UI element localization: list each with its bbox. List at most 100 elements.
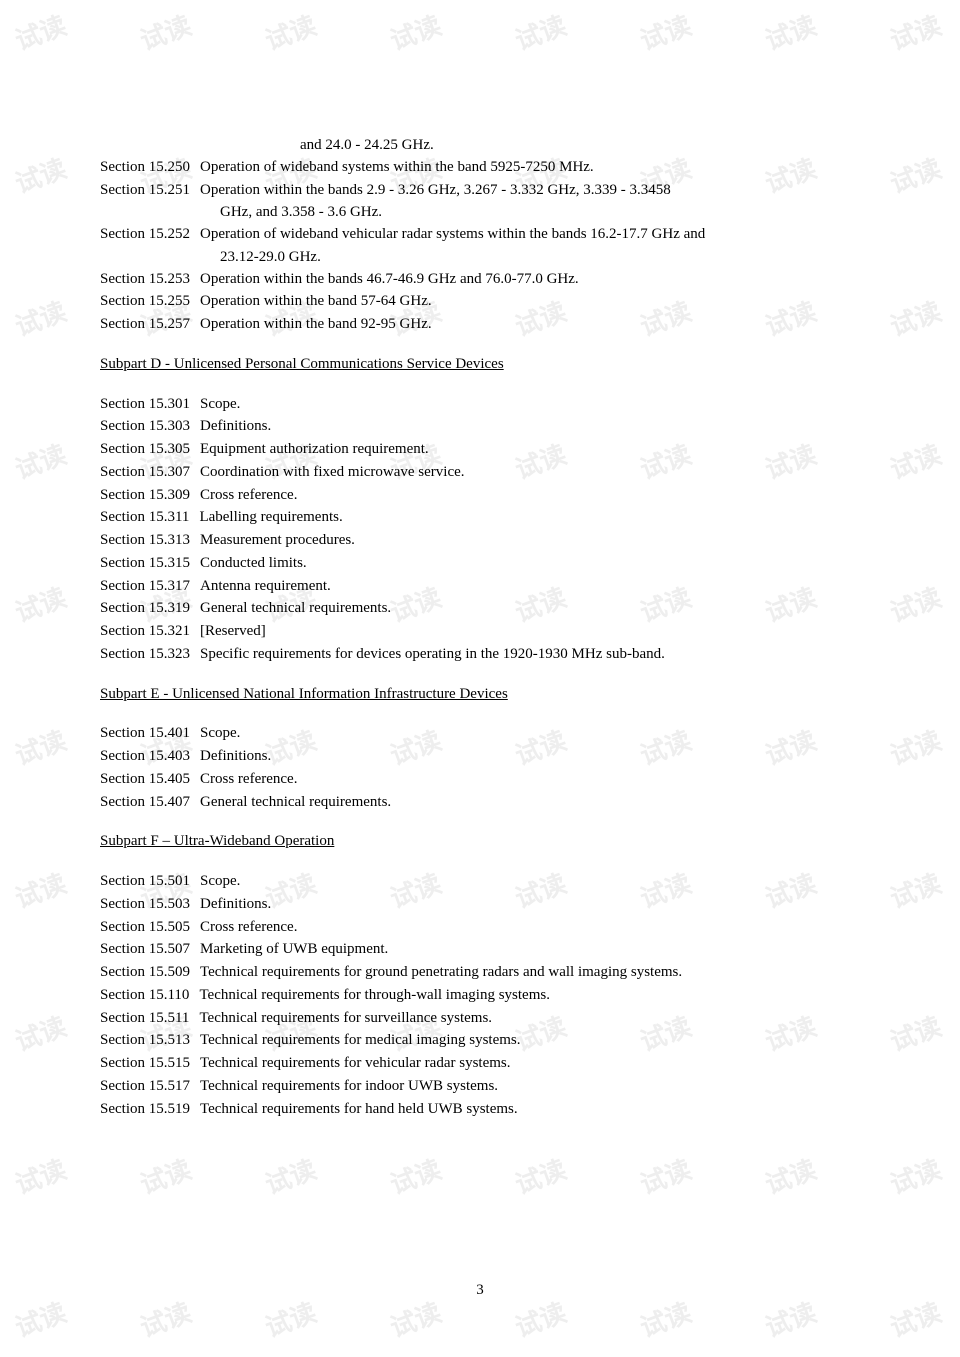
section-number: Section 15.323 <box>100 644 190 666</box>
watermark-text: 试读 <box>635 1151 697 1204</box>
section-entry: Section 15.319General technical requirem… <box>100 598 860 620</box>
watermark-text: 试读 <box>10 865 72 918</box>
section-entry: Section 15.305Equipment authorization re… <box>100 439 860 461</box>
section-title: Operation of wideband vehicular radar sy… <box>190 224 705 246</box>
section-entry: Section 15.250Operation of wideband syst… <box>100 157 860 179</box>
section-title: Technical requirements for indoor UWB sy… <box>190 1076 498 1098</box>
section-title: Technical requirements for surveillance … <box>189 1008 492 1030</box>
watermark-text: 试读 <box>260 1151 322 1204</box>
section-number: Section 15.303 <box>100 416 190 438</box>
section-entry: Section 15.323Specific requirements for … <box>100 644 860 666</box>
section-number: Section 15.515 <box>100 1053 190 1075</box>
section-entry: Section 15.255Operation within the band … <box>100 291 860 313</box>
section-number: Section 15.511 <box>100 1008 189 1030</box>
watermark-text: 试读 <box>510 1294 572 1347</box>
section-entry: Section 15.509Technical requirements for… <box>100 962 860 984</box>
section-number: Section 15.250 <box>100 157 190 179</box>
section-title: Cross reference. <box>190 769 297 791</box>
section-title: Operation within the bands 46.7-46.9 GHz… <box>190 269 579 291</box>
section-entry: Section 15.321[Reserved] <box>100 621 860 643</box>
section-number: Section 15.301 <box>100 394 190 416</box>
section-title: Cross reference. <box>190 917 297 939</box>
section-number: Section 15.317 <box>100 576 190 598</box>
section-title: Technical requirements for ground penetr… <box>190 962 682 984</box>
section-entry: Section 15.311Labelling requirements. <box>100 507 860 529</box>
section-continuation: GHz, and 3.358 - 3.6 GHz. <box>100 202 860 224</box>
watermark-text: 试读 <box>760 1151 822 1204</box>
watermark-text: 试读 <box>10 7 72 60</box>
section-title: Technical requirements for through-wall … <box>189 985 550 1007</box>
section-entry: Section 15.253Operation within the bands… <box>100 269 860 291</box>
section-entry: Section 15.517Technical requirements for… <box>100 1076 860 1098</box>
section-title: Operation within the bands 2.9 - 3.26 GH… <box>190 180 671 202</box>
watermark-text: 试读 <box>635 1294 697 1347</box>
section-number: Section 15.253 <box>100 269 190 291</box>
section-title: Labelling requirements. <box>189 507 342 529</box>
watermark-text: 试读 <box>760 7 822 60</box>
watermark-text: 试读 <box>885 436 947 489</box>
section-title: Operation within the band 57-64 GHz. <box>190 291 432 313</box>
section-entry: Section 15.511Technical requirements for… <box>100 1008 860 1030</box>
heading-subpart-d: Subpart D - Unlicensed Personal Communic… <box>100 354 860 376</box>
section-entry: Section 15.251Operation within the bands… <box>100 180 860 202</box>
section-number: Section 15.309 <box>100 485 190 507</box>
watermark-text: 试读 <box>10 722 72 775</box>
section-number: Section 15.321 <box>100 621 190 643</box>
watermark-text: 试读 <box>10 150 72 203</box>
section-entry: Section 15.501Scope. <box>100 871 860 893</box>
section-entry: Section 15.303Definitions. <box>100 416 860 438</box>
heading-subpart-f: Subpart F – Ultra-Wideband Operation <box>100 831 860 853</box>
section-entry: Section 15.309Cross reference. <box>100 485 860 507</box>
section-entry: Section 15.313Measurement procedures. <box>100 530 860 552</box>
sections-subpart-e: Section 15.401Scope.Section 15.403Defini… <box>100 723 860 813</box>
section-number: Section 15.313 <box>100 530 190 552</box>
section-title: Scope. <box>190 394 240 416</box>
section-number: Section 15.252 <box>100 224 190 246</box>
watermark-text: 试读 <box>135 1294 197 1347</box>
section-entry: Section 15.507Marketing of UWB equipment… <box>100 939 860 961</box>
watermark-text: 试读 <box>885 1151 947 1204</box>
section-entry: Section 15.401Scope. <box>100 723 860 745</box>
watermark-text: 试读 <box>10 1008 72 1061</box>
watermark-text: 试读 <box>385 1151 447 1204</box>
section-number: Section 15.319 <box>100 598 190 620</box>
sections-subpart-f: Section 15.501Scope.Section 15.503Defini… <box>100 871 860 1120</box>
watermark-text: 试读 <box>135 1151 197 1204</box>
section-number: Section 15.505 <box>100 917 190 939</box>
watermark-text: 试读 <box>885 7 947 60</box>
watermark-text: 试读 <box>385 7 447 60</box>
section-number: Section 15.401 <box>100 723 190 745</box>
watermark-text: 试读 <box>10 436 72 489</box>
section-number: Section 15.311 <box>100 507 189 529</box>
section-title: Scope. <box>190 723 240 745</box>
section-number: Section 15.501 <box>100 871 190 893</box>
section-entry: Section 15.505Cross reference. <box>100 917 860 939</box>
section-title: Scope. <box>190 871 240 893</box>
watermark-text: 试读 <box>635 7 697 60</box>
section-title: Technical requirements for medical imagi… <box>190 1030 521 1052</box>
section-title: Measurement procedures. <box>190 530 355 552</box>
section-number: Section 15.513 <box>100 1030 190 1052</box>
watermark-text: 试读 <box>510 1151 572 1204</box>
document-content: and 24.0 - 24.25 GHz. Section 15.250Oper… <box>100 135 860 1120</box>
section-entry: Section 15.315Conducted limits. <box>100 553 860 575</box>
watermark-text: 试读 <box>885 1294 947 1347</box>
section-title: Equipment authorization requirement. <box>190 439 429 461</box>
section-entry: Section 15.503Definitions. <box>100 894 860 916</box>
watermark-text: 试读 <box>135 7 197 60</box>
section-number: Section 15.305 <box>100 439 190 461</box>
section-continuation: and 24.0 - 24.25 GHz. <box>100 135 860 157</box>
section-number: Section 15.251 <box>100 180 190 202</box>
section-title: Operation within the band 92-95 GHz. <box>190 314 432 336</box>
section-number: Section 15.503 <box>100 894 190 916</box>
watermark-text: 试读 <box>10 579 72 632</box>
section-entry: Section 15.317Antenna requirement. <box>100 576 860 598</box>
section-title: Definitions. <box>190 416 271 438</box>
sections-subpart-d: Section 15.301Scope.Section 15.303Defini… <box>100 394 860 666</box>
section-title: Technical requirements for hand held UWB… <box>190 1099 518 1121</box>
section-entry: Section 15.515Technical requirements for… <box>100 1053 860 1075</box>
watermark-text: 试读 <box>885 865 947 918</box>
section-number: Section 15.405 <box>100 769 190 791</box>
watermark-text: 试读 <box>260 7 322 60</box>
section-number: Section 15.519 <box>100 1099 190 1121</box>
